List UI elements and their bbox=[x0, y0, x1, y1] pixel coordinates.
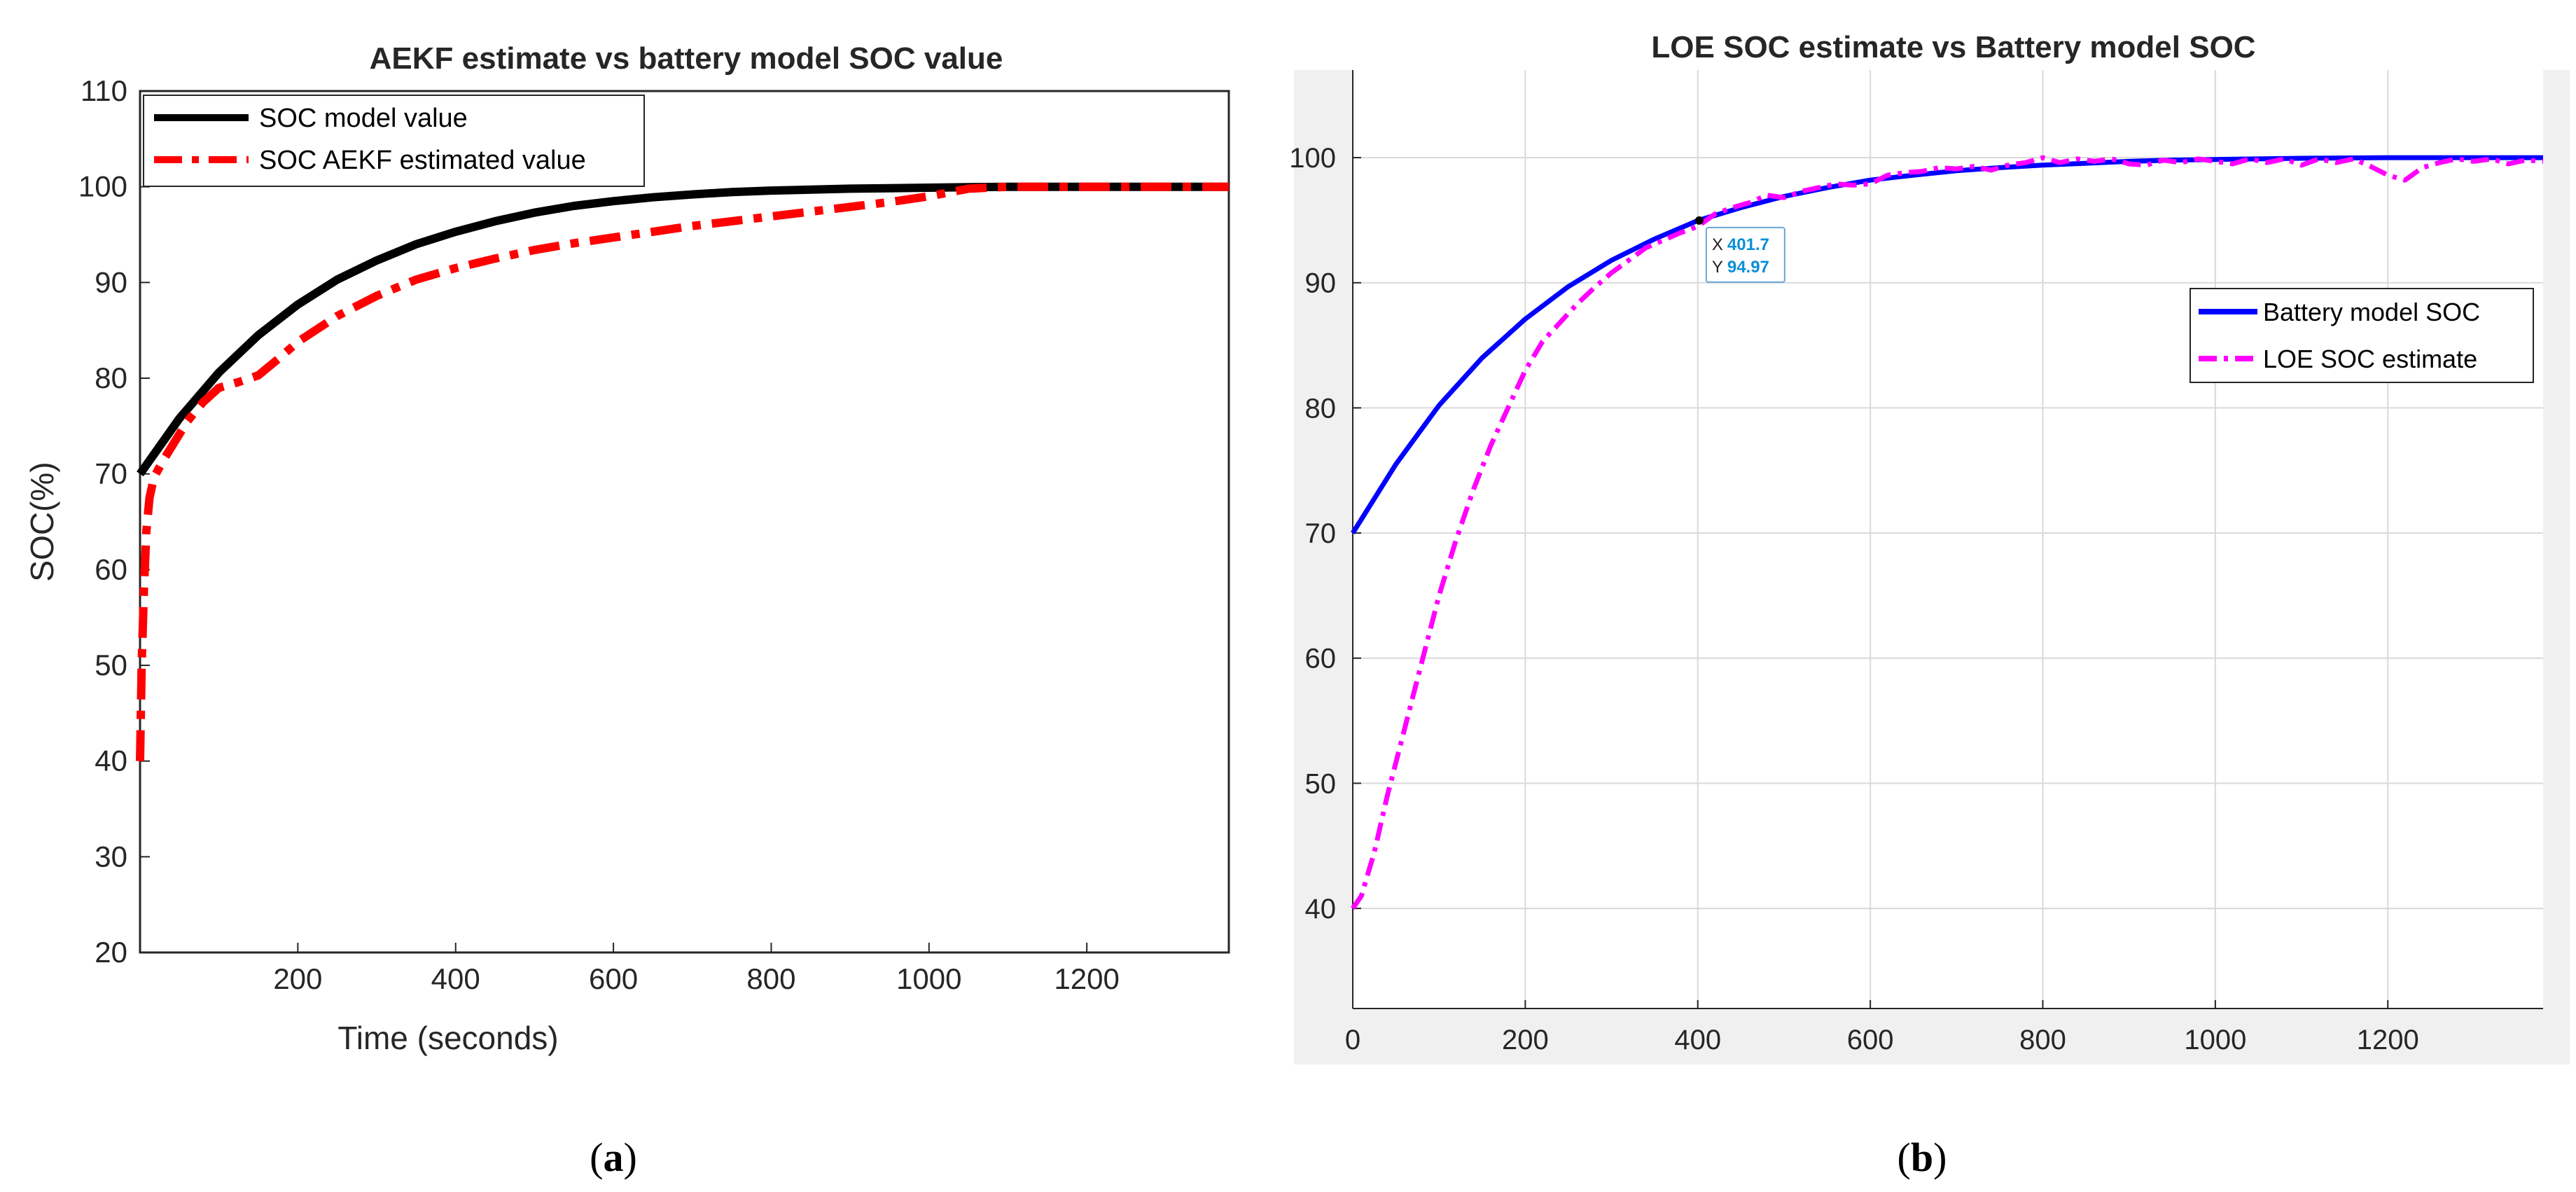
chart-b-series-line-loe bbox=[1351, 155, 2544, 910]
caption-a: (a) bbox=[590, 1135, 637, 1180]
chart-a-legend-label-aekf: SOC AEKF estimated value bbox=[259, 146, 586, 175]
y-tick-label: 40 bbox=[1305, 894, 1337, 924]
y-tick-label: 60 bbox=[95, 553, 127, 585]
chart-b-legend: Battery model SOC LOE SOC estimate bbox=[2189, 288, 2534, 383]
chart-a-y-ticks: 20 30 40 50 60 70 80 90 100 110 bbox=[78, 74, 150, 969]
chart-b-datatip-marker[interactable] bbox=[1694, 216, 1704, 225]
y-tick-label: 80 bbox=[1305, 393, 1337, 424]
x-tick-label: 600 bbox=[589, 962, 638, 995]
chart-b-legend-label-loe: LOE SOC estimate bbox=[2263, 345, 2477, 373]
x-tick-label: 200 bbox=[273, 962, 322, 995]
x-tick-label: 800 bbox=[2019, 1025, 2066, 1055]
x-tick-label: 1200 bbox=[1054, 962, 1119, 995]
chart-b-datatip-y-value: 94.97 bbox=[1727, 258, 1769, 277]
y-tick-label: 100 bbox=[1289, 143, 1336, 174]
chart-b-datatip-box bbox=[1705, 226, 1785, 283]
y-tick-label: 90 bbox=[95, 265, 127, 298]
chart-a-legend-box bbox=[143, 95, 645, 187]
y-tick-label: 70 bbox=[95, 457, 127, 490]
chart-b-datatip[interactable]: X 401.7 Y 94.97 bbox=[1694, 216, 1785, 283]
chart-b-datatip-y-label: Y bbox=[1712, 258, 1723, 277]
chart-a-x-ticks: 200 400 600 800 1000 1200 bbox=[273, 943, 1120, 995]
chart-a: AEKF estimate vs battery model SOC value… bbox=[24, 41, 1230, 1056]
chart-a-y-axis-label: SOC(%) bbox=[24, 462, 60, 581]
chart-a-plot-area bbox=[139, 90, 1230, 954]
chart-b-series bbox=[1351, 155, 2544, 910]
chart-b-grid bbox=[1352, 70, 2543, 1009]
x-tick-label: 400 bbox=[431, 962, 480, 995]
y-tick-label: 90 bbox=[1305, 268, 1337, 299]
y-tick-label: 110 bbox=[81, 74, 127, 107]
caption-b: (b) bbox=[1898, 1135, 1947, 1180]
y-tick-label: 50 bbox=[1305, 768, 1337, 799]
chart-b-legend-box bbox=[2189, 288, 2534, 383]
x-tick-label: 0 bbox=[1345, 1025, 1360, 1055]
x-tick-label: 1200 bbox=[2357, 1025, 2419, 1055]
chart-a-title: AEKF estimate vs battery model SOC value bbox=[370, 41, 1003, 76]
chart-a-legend-label-model: SOC model value bbox=[259, 104, 468, 133]
chart-b-y-ticks: 40 50 60 70 80 90 100 bbox=[1289, 143, 1361, 924]
chart-b-datatip-x-label: X bbox=[1712, 235, 1723, 254]
chart-a-x-axis-label: Time (seconds) bbox=[337, 1020, 558, 1056]
chart-b-x-ticks: 0 200 400 600 800 1000 1200 bbox=[1345, 1000, 2419, 1055]
y-tick-label: 30 bbox=[95, 840, 127, 873]
chart-b-title: LOE SOC estimate vs Battery model SOC bbox=[1651, 30, 2255, 64]
y-tick-label: 50 bbox=[95, 649, 127, 681]
y-tick-label: 40 bbox=[95, 744, 127, 777]
chart-b-plot-area bbox=[1353, 70, 2543, 1009]
y-tick-label: 80 bbox=[95, 361, 127, 394]
chart-b-series-line-battery bbox=[1351, 155, 2543, 534]
x-tick-label: 600 bbox=[1847, 1025, 1894, 1055]
chart-a-legend: SOC model value SOC AEKF estimated value bbox=[143, 95, 645, 187]
x-tick-label: 1000 bbox=[2184, 1025, 2246, 1055]
chart-a-series bbox=[136, 182, 1229, 761]
x-tick-label: 1000 bbox=[896, 962, 961, 995]
y-tick-label: 20 bbox=[95, 936, 127, 969]
y-tick-label: 70 bbox=[1305, 518, 1337, 549]
x-tick-label: 800 bbox=[746, 962, 795, 995]
chart-b: LOE SOC estimate vs Battery model SOC 40… bbox=[1289, 30, 2570, 1065]
chart-b-datatip-x-value: 401.7 bbox=[1727, 235, 1769, 254]
x-tick-label: 400 bbox=[1674, 1025, 1721, 1055]
chart-b-legend-label-battery: Battery model SOC bbox=[2263, 298, 2480, 326]
caption-b-letter: b bbox=[1911, 1135, 1933, 1180]
y-tick-label: 100 bbox=[78, 170, 127, 203]
y-tick-label: 60 bbox=[1305, 644, 1337, 674]
chart-a-series-line-aekf bbox=[136, 182, 1229, 761]
caption-a-letter: a bbox=[604, 1135, 624, 1180]
x-tick-label: 200 bbox=[1502, 1025, 1549, 1055]
